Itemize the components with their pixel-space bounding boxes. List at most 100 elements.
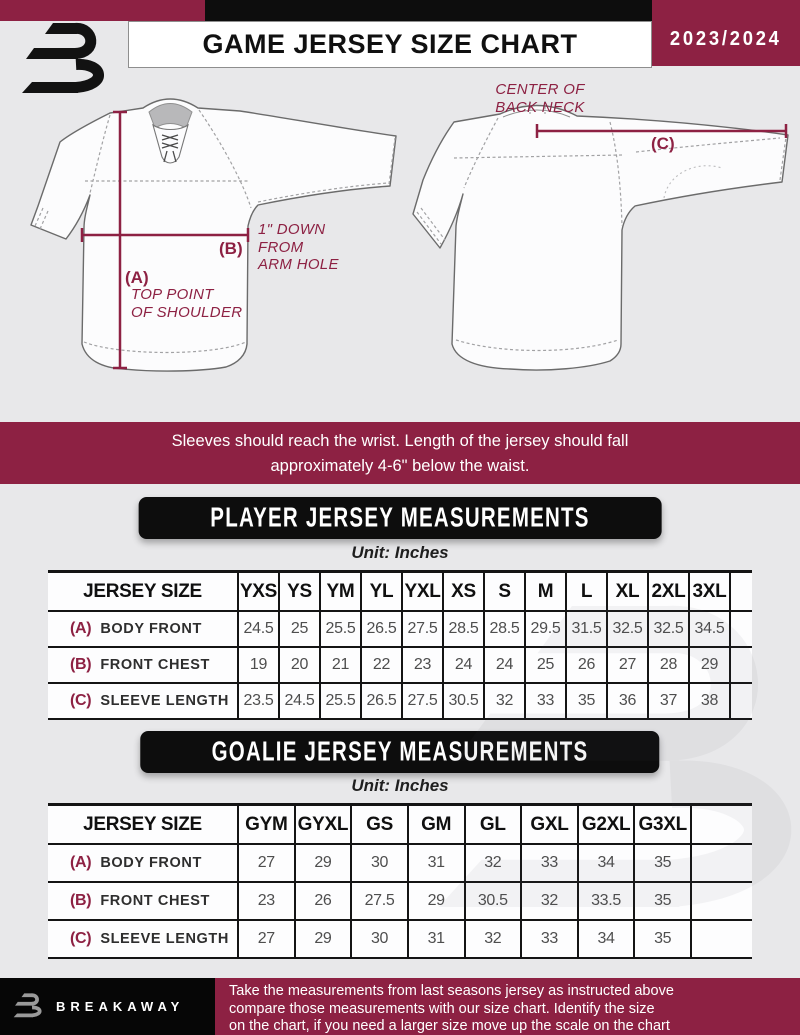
measurement-value-cell: 24 [483,647,525,684]
measurement-row-label: (B) FRONT CHEST [48,882,238,921]
season-badge: 2023/2024 [652,0,800,66]
table-overhang [690,882,752,921]
size-column-header: GS [350,803,408,845]
measurement-name: SLEEVE LENGTH [100,693,229,709]
measurement-key: (B) [70,656,92,673]
goalie-section-title: GOALIE JERSEY MEASUREMENTS [211,736,589,767]
size-column-header: L [565,570,607,612]
table-overhang [690,920,752,959]
measurement-value-cell: 33 [524,683,566,720]
lace-detail [161,134,179,163]
measurement-name: BODY FRONT [100,621,202,637]
measurement-value-cell: 34.5 [688,611,730,648]
footer-note-line: compare those measurements with our size… [229,1000,655,1017]
measurement-value-cell: 29 [293,920,352,959]
measurement-value-cell: 34 [576,844,635,883]
measurement-value-cell: 23 [401,647,443,684]
measurement-name: FRONT CHEST [100,893,211,909]
size-header-row: JERSEY SIZE YXS YS YM YL YXL XS S M L XL 2XL 3XL [48,570,752,612]
label-a-note: TOP POINT OF SHOULDER [131,286,243,321]
measurement-value-cell: 24 [442,647,484,684]
measurement-row-label: (B) FRONT CHEST [48,647,238,684]
footer-note-line: on the chart, if you need a larger size … [229,1018,670,1034]
measurement-value-cell: 30.5 [463,882,522,921]
measurement-value-cell: 37 [647,683,689,720]
measurement-value-cell: 26 [293,882,352,921]
footer-note: Take the measurements from last seasons … [215,978,800,1035]
measurement-key: (C) [70,930,92,947]
measurement-key: (A) [70,854,92,871]
player-section-badge: PLAYER JERSEY MEASUREMENTS [138,497,662,539]
measurement-value-cell: 26.5 [360,683,402,720]
size-column-header: 2XL [647,570,689,612]
back-jersey-drawing [412,101,789,371]
size-column-header: G2XL [576,803,635,845]
label-c-note: CENTER OF BACK NECK [495,81,585,116]
measurement-key: (B) [70,892,92,909]
measurement-value-cell: 27.5 [350,882,408,921]
player-section-title: PLAYER JERSEY MEASUREMENTS [210,502,590,533]
measurement-value-cell: 31.5 [565,611,607,648]
size-column-header: GL [463,803,522,845]
measurement-value-cell: 29 [688,647,730,684]
measurement-value-cell: 34 [576,920,635,959]
measurement-name: SLEEVE LENGTH [100,931,229,947]
measurement-value-cell: 24.5 [237,611,279,648]
measurement-row: (C) SLEEVE LENGTH 27 29 30 31 32 33 34 35 [48,920,752,959]
measurement-value-cell: 32 [463,920,522,959]
fit-note-line: Sleeves should reach the wrist. Length o… [171,432,629,450]
table-overhang [729,611,752,648]
measurement-value-cell: 25.5 [319,683,361,720]
measurement-row: (A) BODY FRONT 27 29 30 31 32 33 34 35 [48,844,752,883]
size-header-row: JERSEY SIZE GYM GYXL GS GM GL GXL G2XL G3XL [48,803,752,845]
size-column-header: G3XL [633,803,691,845]
measurement-row: (B) FRONT CHEST 23 26 27.5 29 30.5 32 33.5 35 [48,882,752,921]
measurement-value-cell: 23 [237,882,295,921]
measurement-value-cell: 29 [406,882,465,921]
jersey-diagram [30,98,789,372]
player-unit-label: Unit: Inches [351,543,449,562]
size-column-header: GM [406,803,465,845]
measurement-value-cell: 23.5 [237,683,279,720]
measurement-value-cell: 27 [606,647,648,684]
footer-brand-name: BREAKAWAY [56,999,185,1014]
measurement-value-cell: 25 [278,611,320,648]
measurement-line-c [535,124,788,138]
measurement-value-cell: 21 [319,647,361,684]
label-c: (C) [651,134,675,153]
size-column-header: YXS [237,570,279,612]
measurement-value-cell: 25.5 [319,611,361,648]
measurement-value-cell: 31 [406,920,465,959]
table-overhang [690,803,752,845]
measurement-value-cell: 20 [278,647,320,684]
measurement-value-cell: 27 [237,920,295,959]
page-title: GAME JERSEY SIZE CHART [202,29,578,59]
measurement-value-cell: 27 [237,844,295,883]
measurement-value-cell: 32 [463,844,522,883]
measurement-value-cell: 29.5 [524,611,566,648]
size-column-header: GYM [237,803,295,845]
measurement-value-cell: 28 [647,647,689,684]
measurement-value-cell: 33 [520,920,578,959]
player-size-table: JERSEY SIZE YXS YS YM YL YXL XS S M L XL 2XL 3XL (A) B… [48,570,752,720]
footer-note-line: Take the measurements from last seasons … [229,983,674,999]
page-title-bar: GAME JERSEY SIZE CHART [128,21,652,68]
table-overhang [729,647,752,684]
measurement-value-cell: 30.5 [442,683,484,720]
measurement-value-cell: 38 [688,683,730,720]
measurement-value-cell: 33.5 [576,882,635,921]
measurement-row-label: (A) BODY FRONT [48,844,238,883]
label-a: (A) [125,268,149,287]
measurement-value-cell: 35 [633,882,691,921]
table-overhang [690,844,752,883]
label-b: (B) [219,239,243,258]
measurement-name: BODY FRONT [100,855,202,871]
measurement-value-cell: 29 [293,844,352,883]
fit-note-banner: Sleeves should reach the wrist. Length o… [0,422,800,484]
measurement-value-cell: 25 [524,647,566,684]
size-column-header: YXL [401,570,443,612]
measurement-value-cell: 35 [633,920,691,959]
measurement-value-cell: 24.5 [278,683,320,720]
measurement-value-cell: 19 [237,647,279,684]
top-strip-black [205,0,652,21]
